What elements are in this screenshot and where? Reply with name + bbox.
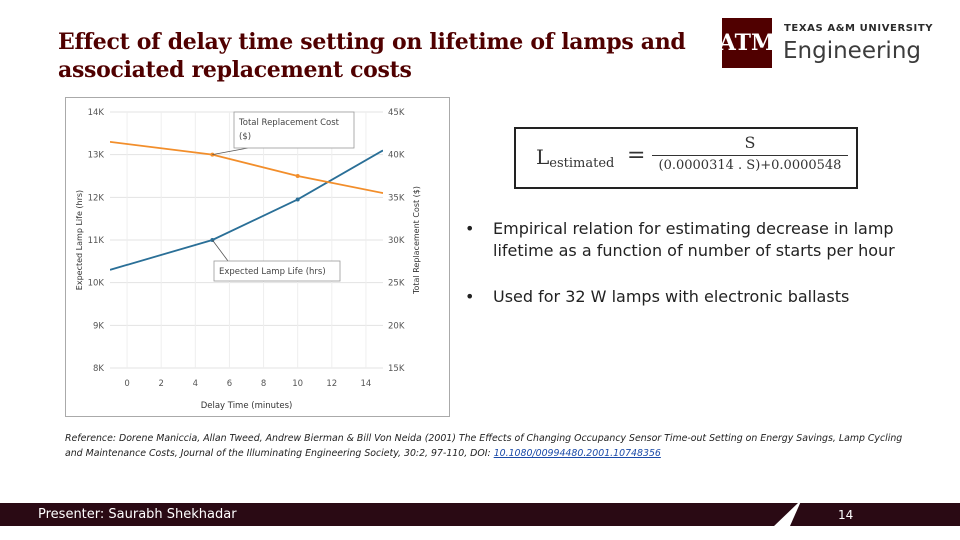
x-tick-label: 0 [124,379,129,389]
bullet-item: • Empirical relation for estimating decr… [465,218,915,262]
lifetime-formula: Lestimated = S (0.0000314 . S)+0.0000548 [514,127,858,189]
formula-lhs: Lestimated [536,145,614,171]
data-point [295,197,300,202]
y-right-tick-label: 15K [388,364,405,374]
series-line-replacement-cost [110,140,383,194]
y-left-tick-label: 9K [93,321,104,331]
footer-right-band [790,503,960,526]
footer-left-band [0,503,798,526]
y-right-tick-label: 25K [388,279,405,289]
slide-title-line-2: associated replacement costs [58,57,412,83]
series-line-lamp-life [110,149,383,271]
x-tick-label: 6 [227,379,232,389]
presenter-name: Presenter: Saurabh Shekhadar [38,507,237,522]
bullet-text: Empirical relation for estimating decrea… [493,219,895,260]
logo-mark-text: ATM [718,30,776,56]
slide-title: Effect of delay time setting on lifetime… [58,28,718,84]
reference-text: Reference: Dorene Maniccia, Allan Tweed,… [65,433,903,459]
y-left-tick-label: 11K [88,236,105,246]
callout-leader-line [212,239,229,262]
y-left-tick-label: 12K [88,193,105,203]
x-tick-label: 10 [292,379,303,389]
x-tick-label: 2 [158,379,163,389]
formula-fraction-bar [652,155,848,156]
university-logo: ATM TEXAS A&M UNIVERSITY Engineering [719,18,933,72]
x-tick-label: 12 [326,379,337,389]
bullet-item: • Used for 32 W lamps with electronic ba… [465,286,915,308]
data-point [210,152,215,157]
callout-text-line-2: ($) [239,132,251,142]
slide-title-line-1: Effect of delay time setting on lifetime… [58,29,686,55]
reference-citation: Reference: Dorene Maniccia, Allan Tweed,… [65,431,905,461]
logo-university-name: TEXAS A&M UNIVERSITY [784,23,934,34]
atm-logo-mark: ATM [719,18,775,68]
bullet-marker: • [465,219,475,238]
y-left-tick-label: 13K [88,151,105,161]
x-tick-label: 14 [361,379,372,389]
footer-bar: Presenter: Saurabh Shekhadar 14 [0,503,960,526]
y-left-tick-label: 10K [88,279,105,289]
y-right-tick-label: 40K [388,151,405,161]
callout-box [213,260,341,282]
callout-text: Expected Lamp Life (hrs) [219,267,326,277]
y-right-tick-label: 30K [388,236,405,246]
x-axis-title: Delay Time (minutes) [201,401,293,411]
formula-equals: = [627,143,646,168]
y-left-axis-title: Expected Lamp Life (hrs) [75,190,84,290]
callout-text: Total Replacement Cost [238,118,340,128]
x-tick-label: 4 [193,379,198,389]
y-right-tick-label: 35K [388,193,405,203]
formula-numerator: S [744,133,756,152]
formula-lhs-base: L [536,145,550,169]
page-number: 14 [838,508,854,522]
y-right-tick-label: 20K [388,321,405,331]
y-right-axis-title: Total Replacement Cost ($) [412,186,421,295]
lamp-life-chart: 8K 9K 10K 11K 12K 13K 14K 15K 20K 25K 30K 35K 40K 45K… [65,97,450,417]
bullet-marker: • [465,287,475,306]
logo-college-name: Engineering [783,38,921,64]
data-point [295,174,300,178]
bullet-list: • Empirical relation for estimating decr… [465,218,915,332]
y-left-tick-label: 8K [93,364,104,374]
bullet-text: Used for 32 W lamps with electronic ball… [493,287,850,306]
y-right-tick-label: 45K [388,108,405,118]
callout-box [233,111,355,149]
x-tick-label: 8 [261,379,266,389]
callout-leader-line [212,147,249,156]
y-left-tick-label: 14K [88,108,105,118]
formula-lhs-subscript: estimated [549,156,615,171]
doi-link[interactable]: 10.1080/00994480.2001.10748356 [493,448,661,459]
chart-svg: 8K 9K 10K 11K 12K 13K 14K 15K 20K 25K 30K 35K 40K 45K… [75,108,421,411]
formula-denominator: (0.0000314 . S)+0.0000548 [658,158,842,173]
